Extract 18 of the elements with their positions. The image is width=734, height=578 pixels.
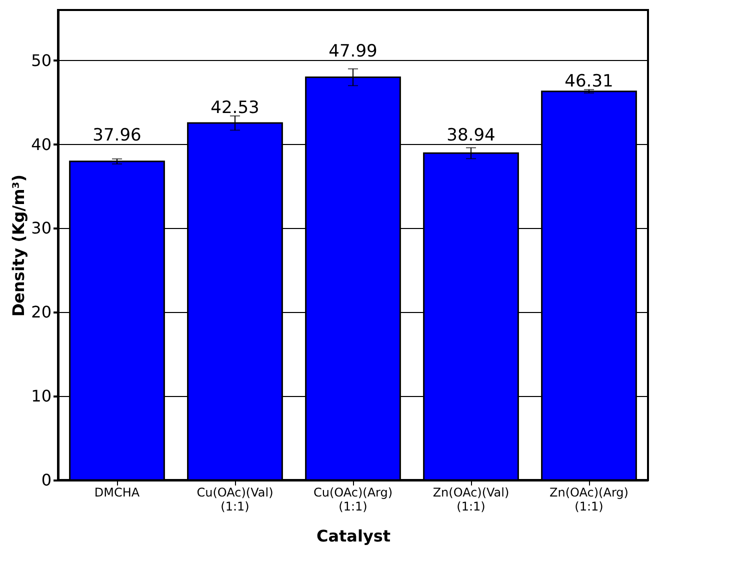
data-label: 38.94: [446, 125, 496, 146]
y-tick-label: 10: [31, 386, 52, 406]
y-tick-label: 50: [31, 50, 52, 70]
x-axis-title: Catalyst: [316, 526, 391, 546]
y-tick-label: 30: [31, 218, 52, 238]
x-tick-label: Zn(OAc)(Val) (1:1): [432, 486, 510, 514]
x-tick-label: Cu(OAc)(Val) (1:1): [196, 486, 274, 514]
x-tick-label: DMCHA: [94, 486, 140, 500]
data-label: 46.31: [564, 72, 614, 92]
x-tick-label: Cu(OAc)(Arg) (1:1): [313, 486, 393, 514]
y-tick-label: 40: [31, 134, 52, 154]
data-label: 42.53: [210, 98, 260, 118]
x-tick-label: Zn(OAc)(Arg) (1:1): [550, 486, 628, 514]
y-tick-label: 20: [31, 302, 52, 322]
data-label: 37.96: [92, 125, 142, 146]
data-label: 47.99: [328, 41, 378, 62]
y-tick-label: 0: [41, 470, 52, 490]
y-axis-title: Density (Kg/m³): [9, 174, 28, 317]
